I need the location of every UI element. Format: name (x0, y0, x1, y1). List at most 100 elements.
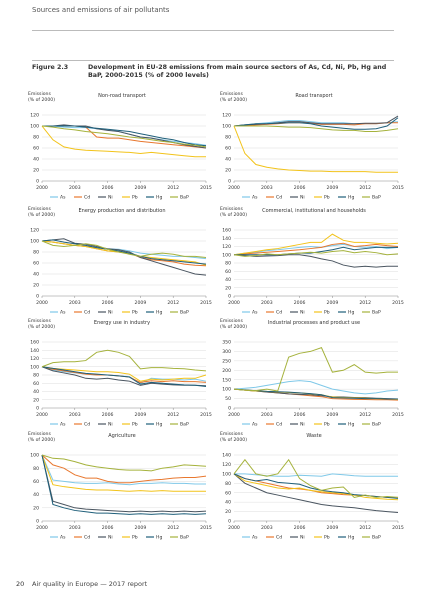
legend-label: Pb (132, 195, 138, 201)
y-tick-label: 120 (30, 113, 39, 119)
legend-label: BaP (372, 422, 381, 428)
legend-label: BaP (372, 195, 381, 201)
legend-label: Hg (156, 310, 162, 316)
legend-label: Pb (132, 535, 138, 541)
y-tick-label: 200 (222, 368, 231, 374)
series-line (234, 125, 399, 132)
y-tick-label: 0 (36, 519, 39, 525)
y-tick-label: 120 (30, 356, 39, 362)
series-line (41, 240, 207, 258)
y-tick-label: 40 (225, 500, 231, 506)
x-tick-label: 2003 (261, 525, 273, 531)
x-tick-label: 2012 (167, 525, 179, 531)
series-line (233, 458, 399, 498)
y-axis-label: (% of 2000) (220, 97, 247, 103)
series-line (233, 254, 398, 268)
legend-label: Cd (276, 422, 282, 428)
series-line (233, 388, 398, 400)
legend-label: As (60, 195, 66, 201)
legend-label: Ni (300, 422, 305, 428)
y-tick-label: 50 (225, 396, 231, 402)
chart-title: Waste (306, 433, 321, 439)
y-tick-label: 40 (33, 492, 39, 498)
series-line (233, 473, 399, 499)
legend-label: Pb (324, 310, 330, 316)
y-tick-label: 140 (222, 453, 231, 459)
series-line (233, 250, 399, 257)
series-line (233, 122, 398, 127)
legend-label: Ni (108, 195, 113, 201)
legend-label: Ni (300, 310, 305, 316)
x-tick-label: 2000 (228, 185, 240, 191)
y-tick-label: 40 (33, 389, 39, 395)
series-line (41, 454, 206, 486)
series-line (41, 366, 207, 387)
y-tick-label: 40 (33, 157, 39, 163)
y-tick-label: 20 (33, 397, 39, 403)
y-tick-label: 40 (33, 272, 39, 278)
series-line (233, 242, 399, 256)
legend-label: Hg (348, 195, 354, 201)
y-axis-label: (% of 2000) (220, 212, 247, 218)
y-tick-label: 0 (228, 179, 231, 185)
legend-label: BaP (180, 422, 189, 428)
legend-label: As (252, 195, 258, 201)
series-line (233, 380, 399, 395)
y-tick-label: 250 (222, 358, 231, 364)
y-tick-label: 100 (30, 453, 39, 459)
x-tick-label: 2000 (228, 412, 240, 418)
rule (32, 30, 394, 31)
series-line (233, 125, 398, 173)
legend-label: Hg (348, 310, 354, 316)
y-tick-label: 100 (222, 124, 231, 130)
y-axis-label: Emissions (220, 91, 243, 97)
x-tick-label: 2015 (200, 185, 212, 191)
x-tick-label: 2012 (359, 525, 371, 531)
y-tick-label: 100 (30, 239, 39, 245)
footer-title: Air quality in Europe — 2017 report (32, 580, 148, 588)
figure-label: Figure 2.3 (32, 64, 69, 71)
y-tick-label: 160 (222, 228, 231, 234)
x-tick-label: 2015 (392, 300, 404, 306)
legend-label: Ni (108, 310, 113, 316)
legend-label: Pb (324, 422, 330, 428)
y-tick-label: 0 (36, 294, 39, 300)
y-tick-label: 80 (225, 135, 231, 141)
y-tick-label: 80 (33, 135, 39, 141)
y-tick-label: 120 (222, 462, 231, 468)
x-tick-label: 2006 (102, 185, 114, 191)
legend-label: BaP (180, 535, 189, 541)
series-line (41, 238, 207, 276)
x-tick-label: 2012 (359, 300, 371, 306)
series-line (233, 473, 399, 501)
y-tick-label: 20 (225, 285, 231, 291)
y-tick-label: 300 (222, 349, 231, 355)
series-line (41, 349, 207, 372)
y-axis-label: Emissions (28, 206, 51, 212)
y-tick-label: 80 (33, 250, 39, 256)
y-tick-label: 120 (30, 228, 39, 234)
series-line (42, 125, 207, 147)
legend-label: Ni (108, 422, 113, 428)
y-tick-label: 80 (225, 261, 231, 267)
legend-label: Cd (276, 310, 282, 316)
y-tick-label: 0 (228, 406, 231, 412)
x-tick-label: 2003 (261, 185, 273, 191)
y-axis-label: (% of 2000) (220, 437, 247, 443)
y-tick-label: 60 (225, 490, 231, 496)
y-tick-label: 20 (33, 168, 39, 174)
legend-label: BaP (180, 195, 189, 201)
chart-title: Agriculture (108, 433, 136, 439)
x-tick-label: 2009 (135, 185, 147, 191)
x-tick-label: 2009 (327, 185, 339, 191)
y-tick-label: 100 (222, 252, 231, 258)
legend-label: Hg (156, 422, 162, 428)
page-number: 20 (16, 580, 25, 588)
y-tick-label: 100 (30, 364, 39, 370)
y-tick-label: 100 (30, 124, 39, 130)
legend-label: Cd (84, 310, 90, 316)
x-tick-label: 2009 (327, 300, 339, 306)
x-tick-label: 2003 (261, 412, 273, 418)
